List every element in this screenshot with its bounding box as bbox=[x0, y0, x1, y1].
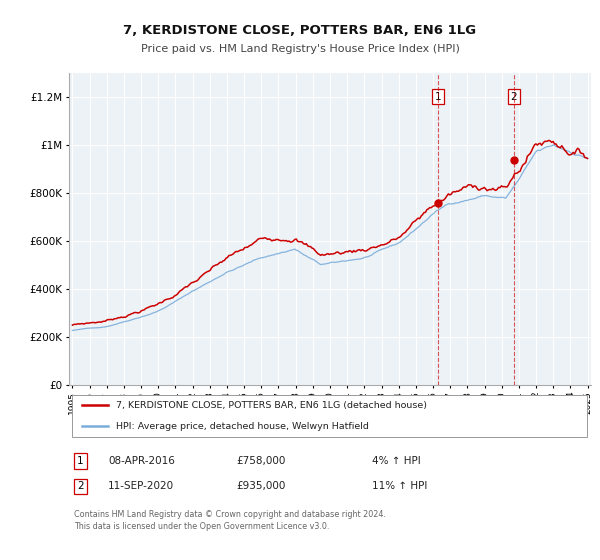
Text: 7, KERDISTONE CLOSE, POTTERS BAR, EN6 1LG: 7, KERDISTONE CLOSE, POTTERS BAR, EN6 1L… bbox=[124, 24, 476, 38]
Text: Price paid vs. HM Land Registry's House Price Index (HPI): Price paid vs. HM Land Registry's House … bbox=[140, 44, 460, 54]
Text: 7, KERDISTONE CLOSE, POTTERS BAR, EN6 1LG (detached house): 7, KERDISTONE CLOSE, POTTERS BAR, EN6 1L… bbox=[116, 401, 427, 410]
Text: 2: 2 bbox=[77, 482, 84, 492]
Text: 11-SEP-2020: 11-SEP-2020 bbox=[108, 482, 174, 492]
Text: 1: 1 bbox=[77, 456, 84, 466]
Text: Contains HM Land Registry data © Crown copyright and database right 2024.
This d: Contains HM Land Registry data © Crown c… bbox=[74, 510, 386, 531]
Text: £935,000: £935,000 bbox=[236, 482, 286, 492]
Text: 1: 1 bbox=[434, 92, 441, 102]
Text: HPI: Average price, detached house, Welwyn Hatfield: HPI: Average price, detached house, Welw… bbox=[116, 422, 369, 431]
Text: 08-APR-2016: 08-APR-2016 bbox=[108, 456, 175, 466]
Text: £758,000: £758,000 bbox=[236, 456, 286, 466]
FancyBboxPatch shape bbox=[71, 395, 587, 437]
Text: 4% ↑ HPI: 4% ↑ HPI bbox=[372, 456, 421, 466]
Text: 2: 2 bbox=[511, 92, 517, 102]
Text: 11% ↑ HPI: 11% ↑ HPI bbox=[372, 482, 427, 492]
